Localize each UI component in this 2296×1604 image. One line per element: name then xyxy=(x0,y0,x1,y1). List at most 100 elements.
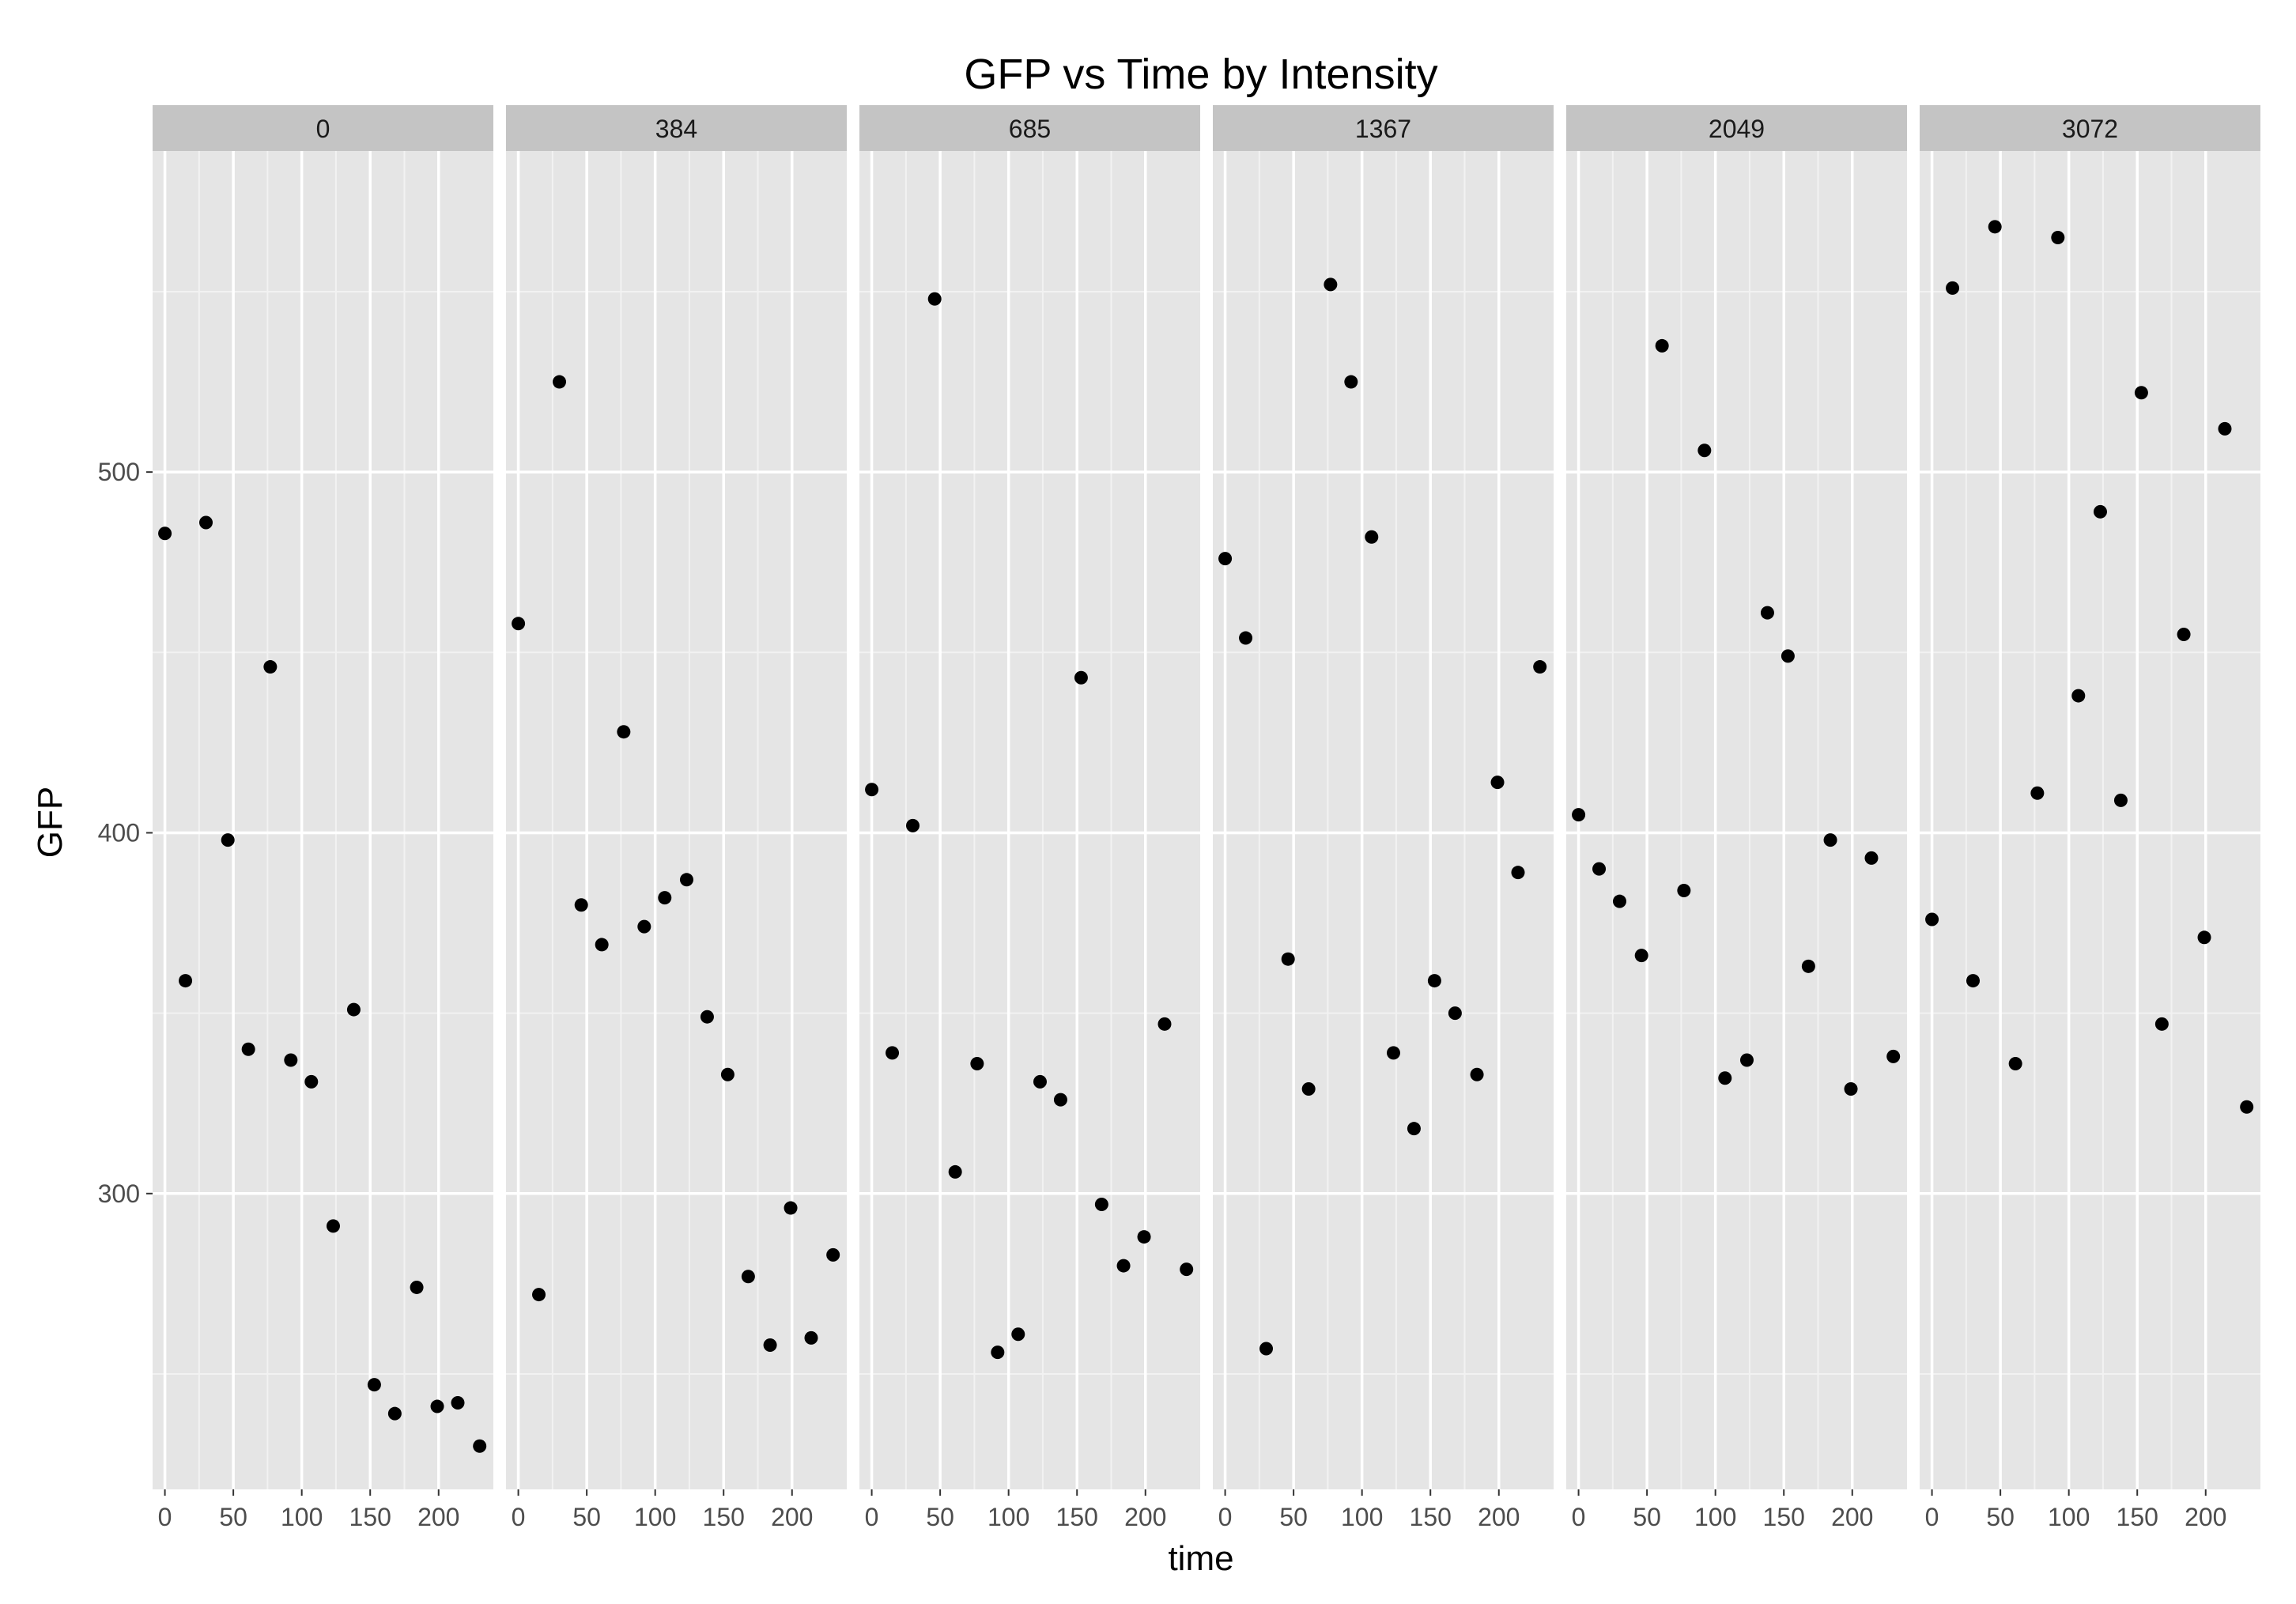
facet-panel: 0 0 50 100 150 200 xyxy=(153,105,493,1531)
facet-strip xyxy=(153,105,493,151)
y-tick-label: 300 xyxy=(98,1179,140,1208)
data-point xyxy=(263,660,278,674)
panel-background xyxy=(1213,151,1554,1489)
data-point xyxy=(158,526,172,541)
data-point xyxy=(700,1010,714,1024)
data-point xyxy=(865,783,879,797)
facet-strip-label: 384 xyxy=(655,115,697,143)
data-point xyxy=(2030,786,2045,800)
data-point xyxy=(1137,1230,1151,1244)
data-point xyxy=(1925,912,1939,927)
y-tick-label: 400 xyxy=(98,818,140,847)
data-point xyxy=(553,375,567,389)
data-point xyxy=(512,617,526,631)
data-point xyxy=(741,1270,755,1284)
data-point xyxy=(199,515,213,530)
facet-panel: 2049 0 50 100 150 200 xyxy=(1566,105,1907,1531)
y-axis: 300 400 500 xyxy=(98,458,153,1208)
data-point xyxy=(387,1406,402,1421)
x-tick-label: 50 xyxy=(1986,1503,2015,1531)
x-tick-label: 100 xyxy=(1694,1503,1736,1531)
data-point xyxy=(637,919,651,934)
x-tick-label: 100 xyxy=(988,1503,1029,1531)
data-point xyxy=(367,1378,381,1392)
facet-strip-label: 2049 xyxy=(1709,115,1765,143)
data-point xyxy=(1239,631,1253,645)
data-point xyxy=(2240,1100,2254,1114)
data-point xyxy=(826,1247,840,1262)
panel-background xyxy=(506,151,847,1489)
x-tick-label: 200 xyxy=(771,1503,813,1531)
data-point xyxy=(532,1288,546,1302)
data-point xyxy=(617,725,631,739)
data-point xyxy=(2197,930,2211,945)
x-tick-label: 200 xyxy=(1478,1503,1520,1531)
data-point xyxy=(1634,949,1648,963)
data-point xyxy=(1259,1342,1274,1356)
data-point xyxy=(784,1201,798,1215)
data-point xyxy=(927,292,942,306)
x-tick-label: 0 xyxy=(512,1503,526,1531)
data-point xyxy=(1739,1053,1754,1067)
data-point xyxy=(1324,277,1338,292)
x-tick-label: 100 xyxy=(281,1503,323,1531)
facet-strip-label: 0 xyxy=(316,115,330,143)
data-point xyxy=(679,873,693,887)
y-tick-label: 500 xyxy=(98,458,140,486)
facet-strip-label: 1367 xyxy=(1355,115,1411,143)
data-point xyxy=(1946,281,1960,295)
x-tick-label: 100 xyxy=(2048,1503,2090,1531)
y-axis-title: GFP xyxy=(31,787,70,858)
data-point xyxy=(1697,443,1712,458)
data-point xyxy=(430,1399,444,1413)
data-point xyxy=(346,1002,361,1017)
data-point xyxy=(1180,1262,1194,1277)
data-point xyxy=(179,974,193,988)
x-tick-label: 0 xyxy=(1925,1503,1939,1531)
data-point xyxy=(1801,959,1815,973)
data-point xyxy=(2218,421,2232,436)
data-point xyxy=(970,1057,984,1071)
data-point xyxy=(804,1330,818,1345)
x-tick-label: 100 xyxy=(1341,1503,1383,1531)
facet-strip xyxy=(506,105,847,151)
facet-strip-label: 3072 xyxy=(2062,115,2118,143)
x-tick-label: 100 xyxy=(634,1503,676,1531)
data-point xyxy=(2093,504,2107,519)
data-point xyxy=(720,1067,734,1081)
facet-panel: 3072 0 50 100 150 200 xyxy=(1920,105,2260,1531)
facet-panel: 1367 0 50 100 150 200 xyxy=(1213,105,1554,1531)
data-point xyxy=(326,1219,340,1233)
facet-panels: 0 0 50 100 150 200 384 0 50 100 150 200 685 0 50 100 150… xyxy=(153,105,2260,1531)
data-point xyxy=(410,1280,424,1294)
data-point xyxy=(1572,808,1586,822)
data-point xyxy=(2134,386,2148,400)
x-tick-label: 150 xyxy=(703,1503,745,1531)
data-point xyxy=(1511,866,1525,880)
data-point xyxy=(1864,851,1879,865)
data-point xyxy=(2154,1017,2169,1031)
x-tick-label: 150 xyxy=(1410,1503,1452,1531)
facet-panel: 384 0 50 100 150 200 xyxy=(506,105,847,1531)
data-point xyxy=(1033,1074,1047,1089)
facet-strip xyxy=(1920,105,2260,151)
data-point xyxy=(284,1053,298,1067)
data-point xyxy=(2051,231,2065,245)
data-point xyxy=(1386,1046,1400,1060)
data-point xyxy=(1760,606,1774,620)
data-point xyxy=(1655,338,1669,353)
data-point xyxy=(1407,1122,1421,1136)
data-point xyxy=(1094,1197,1108,1211)
facet-strip-label: 685 xyxy=(1009,115,1051,143)
data-point xyxy=(1365,530,1379,544)
x-tick-label: 200 xyxy=(1831,1503,1873,1531)
x-tick-label: 150 xyxy=(1056,1503,1098,1531)
data-point xyxy=(906,818,920,832)
x-tick-label: 50 xyxy=(1633,1503,1661,1531)
data-point xyxy=(1592,862,1607,876)
x-tick-label: 50 xyxy=(572,1503,601,1531)
data-point xyxy=(595,938,609,952)
x-tick-label: 200 xyxy=(1124,1503,1166,1531)
data-point xyxy=(886,1046,900,1060)
panel-background xyxy=(1566,151,1907,1489)
